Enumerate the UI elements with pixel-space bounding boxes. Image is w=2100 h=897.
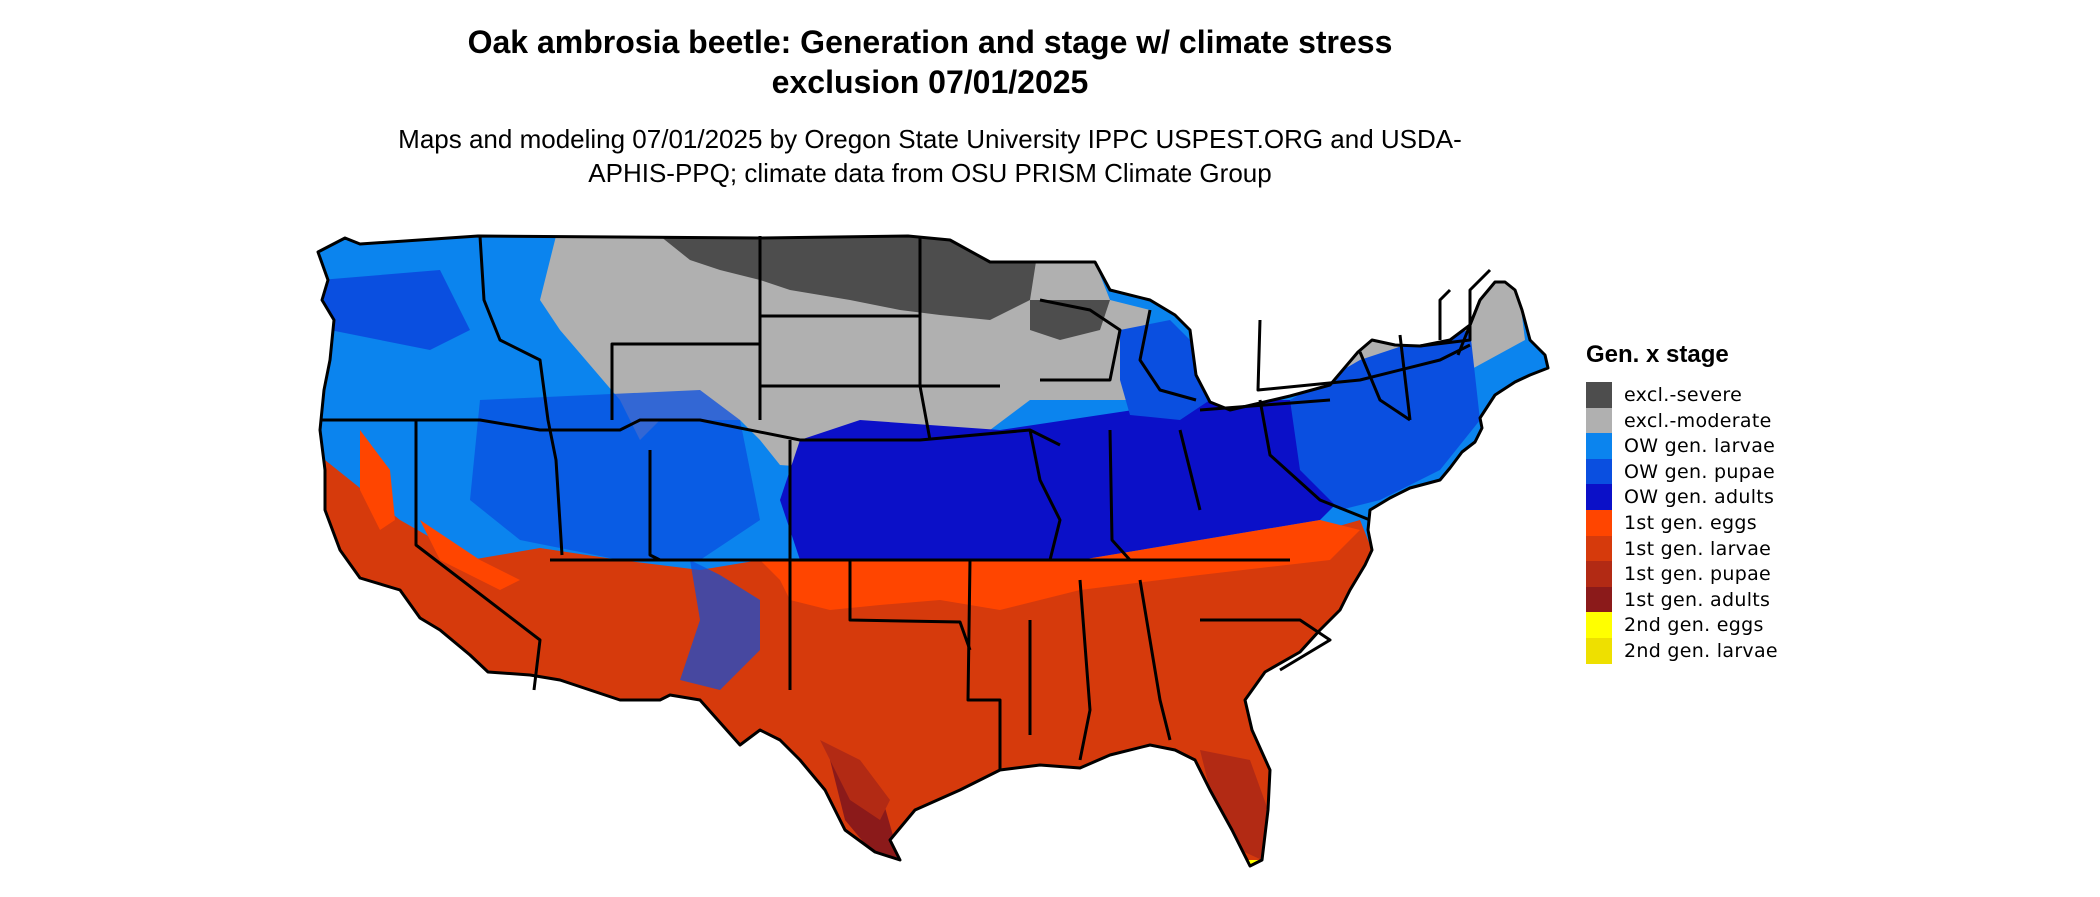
legend-swatch xyxy=(1586,637,1612,664)
state-boundaries xyxy=(316,234,1550,868)
legend-label: 1st gen. eggs xyxy=(1624,511,1757,534)
legend-item: excl.-moderate xyxy=(1586,407,1771,434)
gen-stage-raster xyxy=(318,236,1548,866)
legend-item: 2nd gen. larvae xyxy=(1586,637,1778,664)
legend-item: OW gen. pupae xyxy=(1586,458,1775,485)
legend-item: OW gen. larvae xyxy=(1586,433,1775,459)
map-subtitle: Maps and modeling 07/01/2025 by Oregon S… xyxy=(398,124,1462,188)
legend-label: OW gen. pupae xyxy=(1624,460,1776,483)
legend-swatch xyxy=(1586,484,1612,510)
legend-item: 1st gen. eggs xyxy=(1586,509,1757,536)
legend-label: 1st gen. adults xyxy=(1624,588,1771,611)
legend-swatch xyxy=(1586,561,1612,587)
legend-swatch xyxy=(1586,407,1612,434)
legend-swatch xyxy=(1586,509,1612,536)
legend-label: excl.-moderate xyxy=(1624,409,1772,432)
legend-swatch xyxy=(1586,458,1612,485)
legend-label: 2nd gen. eggs xyxy=(1624,614,1764,637)
legend-label: OW gen. larvae xyxy=(1624,435,1776,458)
legend-title: Gen. x stage xyxy=(1586,341,1729,368)
map-legend: Gen. x stage excl.-severe excl.-moderate O… xyxy=(1586,340,1778,664)
legend-label: excl.-severe xyxy=(1624,384,1743,406)
legend-swatch xyxy=(1586,586,1612,613)
legend-label: OW gen. adults xyxy=(1624,486,1775,509)
legend-label: 1st gen. pupae xyxy=(1624,563,1772,586)
legend-item: 2nd gen. eggs xyxy=(1586,612,1763,638)
legend-swatch xyxy=(1586,535,1612,562)
legend-item: excl.-severe xyxy=(1586,382,1742,408)
legend-swatch xyxy=(1586,382,1612,408)
legend-item: 1st gen. larvae xyxy=(1586,535,1771,562)
legend-item: 1st gen. adults xyxy=(1586,586,1770,613)
legend-label: 1st gen. larvae xyxy=(1624,537,1772,560)
legend-item: 1st gen. pupae xyxy=(1586,561,1771,587)
map-title: Oak ambrosia beetle: Generation and stag… xyxy=(467,24,1393,100)
legend-items: excl.-severe excl.-moderate OW gen. larvae… xyxy=(1586,382,1778,664)
legend-swatch xyxy=(1586,433,1612,459)
legend-swatch xyxy=(1586,612,1612,638)
legend-item: OW gen. adults xyxy=(1586,484,1774,510)
legend-label: 2nd gen. larvae xyxy=(1624,639,1778,662)
